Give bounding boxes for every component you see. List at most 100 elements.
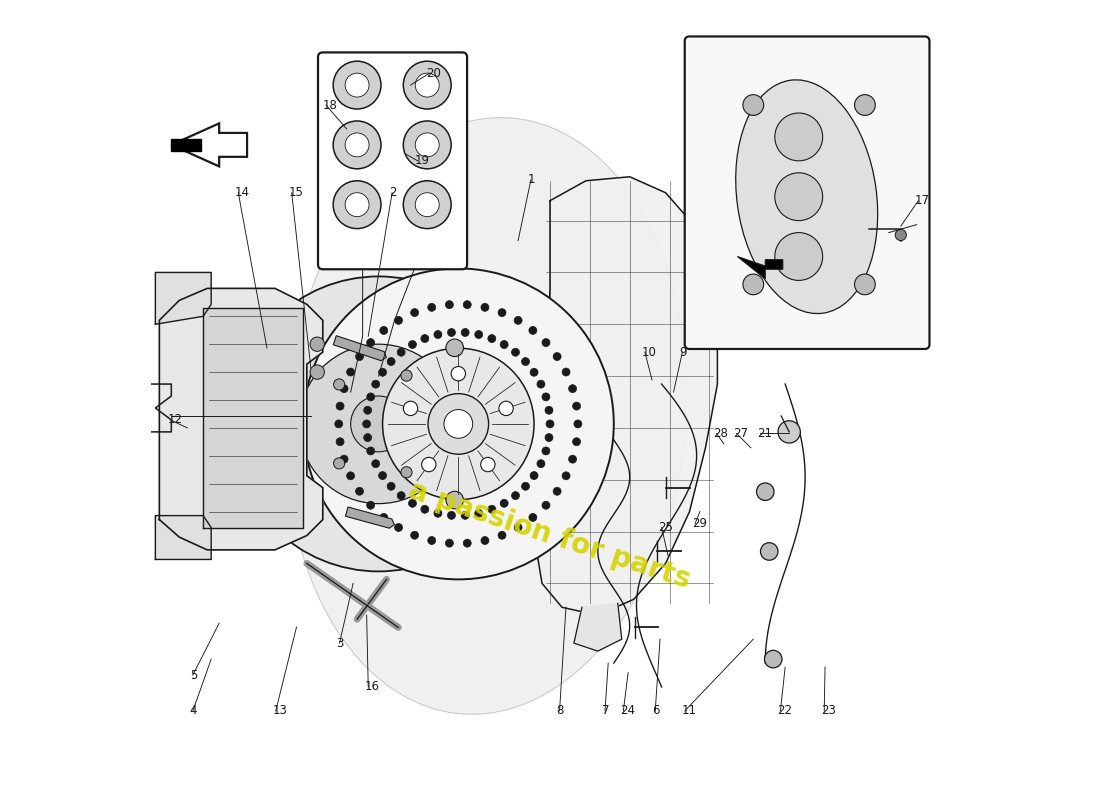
Circle shape bbox=[416, 73, 439, 97]
Circle shape bbox=[463, 539, 471, 547]
Circle shape bbox=[574, 420, 582, 428]
Circle shape bbox=[487, 334, 496, 342]
Circle shape bbox=[337, 402, 344, 410]
Ellipse shape bbox=[286, 118, 686, 714]
Polygon shape bbox=[155, 273, 211, 324]
Circle shape bbox=[562, 472, 570, 480]
Circle shape bbox=[433, 510, 442, 518]
Circle shape bbox=[544, 434, 553, 442]
Circle shape bbox=[333, 181, 381, 229]
Text: 25: 25 bbox=[659, 521, 673, 534]
Text: 27: 27 bbox=[734, 427, 748, 440]
Circle shape bbox=[895, 230, 906, 241]
Circle shape bbox=[475, 510, 483, 518]
Text: 7: 7 bbox=[602, 705, 609, 718]
Text: 9: 9 bbox=[679, 346, 686, 358]
Circle shape bbox=[444, 410, 473, 438]
Circle shape bbox=[387, 358, 395, 366]
Circle shape bbox=[542, 502, 550, 510]
Polygon shape bbox=[172, 123, 248, 166]
Text: a passion for parts: a passion for parts bbox=[406, 477, 694, 594]
Circle shape bbox=[542, 393, 550, 401]
Text: 3: 3 bbox=[337, 637, 343, 650]
Text: 21: 21 bbox=[757, 427, 772, 440]
Polygon shape bbox=[204, 308, 302, 527]
Circle shape bbox=[355, 353, 363, 361]
Polygon shape bbox=[574, 603, 622, 651]
FancyArrow shape bbox=[345, 507, 395, 528]
Circle shape bbox=[461, 511, 470, 519]
Circle shape bbox=[446, 301, 453, 309]
Circle shape bbox=[400, 466, 412, 478]
Circle shape bbox=[487, 506, 496, 514]
Circle shape bbox=[366, 447, 375, 455]
Circle shape bbox=[400, 370, 412, 381]
Circle shape bbox=[573, 438, 581, 446]
Circle shape bbox=[363, 420, 371, 428]
Circle shape bbox=[345, 133, 368, 157]
Circle shape bbox=[544, 406, 553, 414]
Ellipse shape bbox=[736, 80, 878, 314]
FancyArrow shape bbox=[333, 336, 386, 361]
Circle shape bbox=[499, 402, 514, 415]
Circle shape bbox=[355, 487, 363, 495]
FancyBboxPatch shape bbox=[318, 53, 468, 270]
Circle shape bbox=[481, 303, 488, 311]
Circle shape bbox=[379, 514, 387, 522]
Circle shape bbox=[530, 471, 538, 479]
Circle shape bbox=[410, 531, 419, 539]
Circle shape bbox=[774, 233, 823, 281]
Circle shape bbox=[521, 358, 529, 366]
Circle shape bbox=[451, 366, 465, 381]
Circle shape bbox=[778, 421, 801, 443]
Circle shape bbox=[333, 458, 344, 469]
Circle shape bbox=[553, 353, 561, 361]
Text: 22: 22 bbox=[778, 705, 792, 718]
Polygon shape bbox=[172, 138, 201, 151]
FancyBboxPatch shape bbox=[684, 37, 930, 349]
Circle shape bbox=[573, 402, 581, 410]
Circle shape bbox=[530, 368, 538, 376]
Circle shape bbox=[448, 329, 455, 337]
Circle shape bbox=[302, 269, 614, 579]
Circle shape bbox=[310, 365, 324, 379]
Circle shape bbox=[299, 344, 459, 504]
Text: 12: 12 bbox=[167, 414, 183, 426]
Circle shape bbox=[553, 487, 561, 495]
Circle shape bbox=[742, 274, 763, 294]
Text: 10: 10 bbox=[641, 346, 657, 358]
Circle shape bbox=[333, 121, 381, 169]
Text: 4: 4 bbox=[189, 705, 197, 718]
Circle shape bbox=[333, 379, 344, 390]
Circle shape bbox=[514, 523, 522, 531]
Circle shape bbox=[537, 380, 544, 388]
Text: 20: 20 bbox=[427, 66, 441, 80]
Circle shape bbox=[366, 338, 375, 346]
Circle shape bbox=[337, 438, 344, 446]
Circle shape bbox=[387, 482, 395, 490]
Circle shape bbox=[461, 329, 470, 337]
Polygon shape bbox=[155, 515, 211, 559]
Circle shape bbox=[855, 94, 876, 115]
Circle shape bbox=[345, 193, 368, 217]
Circle shape bbox=[498, 309, 506, 317]
Circle shape bbox=[421, 506, 429, 514]
Circle shape bbox=[340, 455, 348, 463]
Circle shape bbox=[408, 341, 417, 349]
Circle shape bbox=[855, 274, 876, 294]
Circle shape bbox=[428, 537, 436, 545]
Circle shape bbox=[334, 420, 343, 428]
Circle shape bbox=[294, 491, 311, 509]
Text: 11: 11 bbox=[682, 705, 696, 718]
Circle shape bbox=[760, 542, 778, 560]
Circle shape bbox=[364, 434, 372, 442]
Circle shape bbox=[372, 380, 379, 388]
Text: 17: 17 bbox=[915, 194, 931, 207]
Polygon shape bbox=[160, 288, 322, 550]
Circle shape bbox=[448, 511, 455, 519]
Circle shape bbox=[410, 309, 419, 317]
Circle shape bbox=[446, 339, 463, 357]
Circle shape bbox=[364, 406, 372, 414]
Circle shape bbox=[404, 121, 451, 169]
Circle shape bbox=[231, 277, 526, 571]
